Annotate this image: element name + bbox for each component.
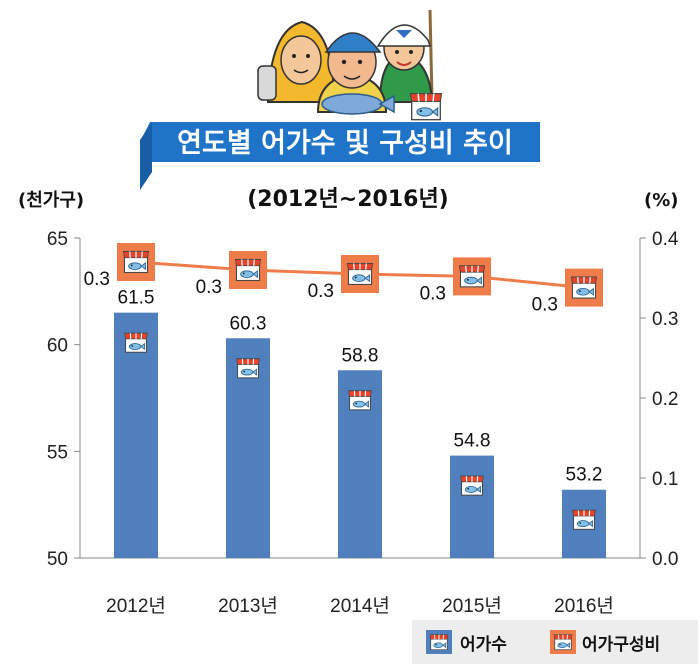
bar-marker-glyph <box>460 475 484 496</box>
line-marker-glyph <box>346 262 374 286</box>
bar-marker-glyph <box>236 358 260 379</box>
right-tick-label: 0.0 <box>652 549 678 570</box>
legend-line-swatch <box>550 630 576 654</box>
fish-shop-icon <box>572 509 596 530</box>
fishermen-illustration-icon <box>257 9 443 121</box>
right-tick-label: 0.3 <box>652 309 678 330</box>
left-tick-label: 55 <box>47 442 68 463</box>
legend-bar-label: 어가수 <box>460 635 507 655</box>
line-marker-glyph <box>122 250 150 274</box>
line-series: 0.3 0.3 0.3 0.3 0.3 <box>84 243 603 316</box>
fish-shop-icon <box>458 265 486 288</box>
bar <box>450 455 494 558</box>
chart-subtitle: (2012년~2016년) <box>247 187 448 212</box>
line-value-label: 0.3 <box>308 281 334 302</box>
fish-shop-icon <box>122 250 150 274</box>
bar-series: 61.5 60.3 58.8 54.8 53.2 <box>114 288 606 558</box>
left-axis-unit: (천가구) <box>18 190 84 211</box>
x-tick-label: 2015년 <box>442 595 502 617</box>
line-value-label: 0.3 <box>84 269 110 290</box>
x-tick-label: 2014년 <box>330 595 390 617</box>
left-tick-label: 50 <box>47 549 68 570</box>
right-tick-label: 0.1 <box>652 469 678 490</box>
fish-shop-icon <box>124 332 148 353</box>
bar-marker-glyph <box>124 332 148 353</box>
bar <box>114 312 158 558</box>
fish-shop-icon <box>236 358 260 379</box>
fish-shop-icon <box>348 390 372 411</box>
right-tick-label: 0.4 <box>652 229 679 250</box>
right-axis-ticks: 0.0 0.1 0.2 0.3 0.4 <box>640 229 679 570</box>
bar-value-label: 58.8 <box>342 345 379 366</box>
legend-bar-swatch <box>426 630 452 654</box>
left-tick-label: 65 <box>47 229 68 250</box>
fish-shop-icon <box>346 262 374 286</box>
x-tick-label: 2012년 <box>106 595 166 617</box>
x-tick-label: 2016년 <box>554 595 614 617</box>
fish-shop-icon <box>460 475 484 496</box>
bar-value-label: 53.2 <box>566 465 603 486</box>
right-axis-unit: (%) <box>644 190 679 211</box>
fish-shop-icon <box>570 276 598 299</box>
right-tick-label: 0.2 <box>652 389 678 410</box>
line-value-label: 0.3 <box>420 283 446 304</box>
line-marker-glyph <box>458 265 486 288</box>
left-tick-label: 60 <box>47 336 68 357</box>
legend: 어가수 어가구성비 <box>412 620 698 664</box>
line-value-label: 0.3 <box>532 295 558 316</box>
line-value-label: 0.3 <box>196 277 222 298</box>
x-axis-labels: 2012년 2013년 2014년 2015년 2016년 <box>106 595 614 617</box>
bar-marker-glyph <box>572 509 596 530</box>
chart-title: 연도별 어가수 및 구성비 추이 <box>177 128 513 159</box>
x-tick-label: 2013년 <box>218 595 278 617</box>
line-marker-glyph <box>570 276 598 299</box>
left-axis-ticks: 50 55 60 65 <box>47 229 80 570</box>
legend-line-label: 어가구성비 <box>582 635 660 655</box>
bar-marker-glyph <box>348 390 372 411</box>
line-marker-glyph <box>234 258 262 282</box>
bar-value-label: 61.5 <box>118 288 155 309</box>
fish-shop-icon <box>234 258 262 282</box>
bar-value-label: 60.3 <box>230 313 267 334</box>
bar-value-label: 54.8 <box>454 431 491 452</box>
title-banner: 연도별 어가수 및 구성비 추이 <box>140 122 540 192</box>
